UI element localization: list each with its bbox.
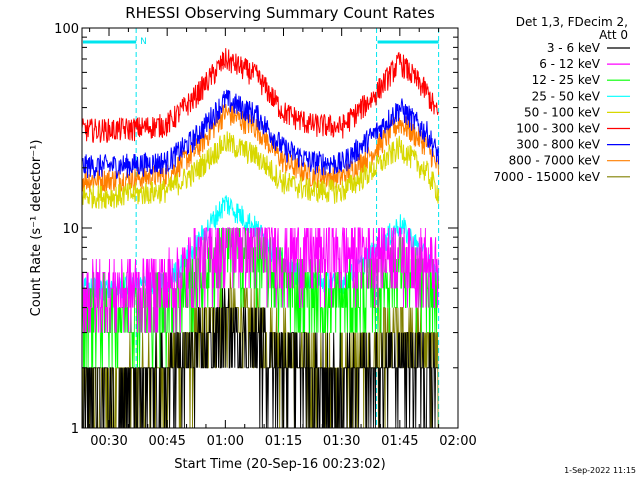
x-tick-label-5: 01:45: [381, 434, 418, 449]
legend-label-0: 3 - 6 keV: [547, 41, 601, 55]
axes: 1 10 100 00:30 00:45 01:00 01:15 01:30 01:45 02:0…: [54, 22, 477, 449]
x-tick-label-3: 01:15: [265, 434, 302, 449]
series-line-1: [81, 227, 439, 334]
y-axis-label: Count Rate (s⁻¹ detector⁻¹): [29, 140, 44, 317]
x-tick-label-2: 01:00: [207, 434, 244, 449]
chart-title: RHESSI Observing Summary Count Rates: [125, 4, 435, 22]
series-layer: [81, 48, 440, 429]
legend-label-6: 300 - 800 keV: [516, 138, 600, 152]
night-intervals: N: [83, 28, 440, 428]
x-tick-label-6: 02:00: [439, 434, 476, 449]
legend-label-8: 7000 - 15000 keV: [493, 170, 600, 184]
legend-label-5: 100 - 300 keV: [516, 122, 600, 136]
series-line-0: [81, 288, 439, 429]
x-tick-label-4: 01:30: [323, 434, 360, 449]
series-line-7: [81, 103, 440, 193]
y-tick-label-2: 100: [54, 22, 79, 37]
y-tick-label-0: 1: [71, 422, 79, 437]
x-tick-label-0: 00:30: [90, 434, 127, 449]
legend-label-4: 50 - 100 keV: [524, 105, 601, 119]
legend-label-2: 12 - 25 keV: [532, 73, 601, 87]
legend-label-1: 6 - 12 keV: [539, 57, 601, 71]
series-line-4: [81, 131, 440, 209]
legend-header-1: Att 0: [599, 28, 628, 42]
y-tick-label-1: 10: [62, 222, 79, 237]
x-axis-label: Start Time (20-Sep-16 00:23:02): [174, 457, 385, 472]
plot-timestamp: 1-Sep-2022 11:15: [564, 466, 636, 475]
legend-label-3: 25 - 50 keV: [532, 89, 601, 103]
legend: Det 1,3, FDecim 2,Att 03 - 6 keV 6 - 12 k…: [493, 15, 630, 184]
annotation-0: N: [140, 37, 147, 47]
series-line-6: [81, 89, 440, 180]
legend-label-7: 800 - 7000 keV: [509, 154, 601, 168]
legend-header-0: Det 1,3, FDecim 2,: [516, 15, 628, 29]
x-tick-label-1: 00:45: [148, 434, 185, 449]
series-line-5: [81, 48, 439, 143]
